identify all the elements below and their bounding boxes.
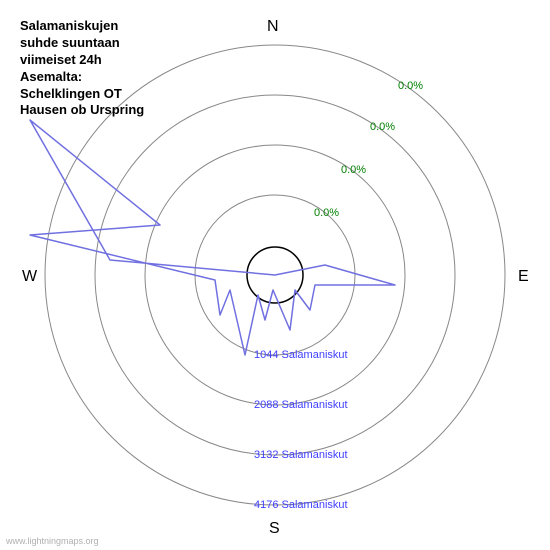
pct-label-2: 0.0% (341, 164, 366, 176)
chart-title: Salamaniskujen suhde suuntaan viimeiset … (20, 18, 160, 119)
pct-label-1: 0.0% (370, 121, 395, 133)
pct-label-3: 0.0% (314, 207, 339, 219)
cardinal-n: N (267, 18, 279, 36)
rose-polygon (30, 120, 395, 355)
pct-label-0: 0.0% (398, 80, 423, 92)
count-label-2: 3132 Salamaniskut (254, 449, 348, 461)
cardinal-w: W (22, 268, 37, 286)
cardinal-e: E (518, 268, 529, 286)
footer-attribution: www.lightningmaps.org (6, 536, 99, 546)
polar-chart-container: Salamaniskujen suhde suuntaan viimeiset … (0, 0, 550, 550)
cardinal-s: S (269, 520, 280, 538)
count-label-0: 1044 Salamaniskut (254, 349, 348, 361)
count-label-1: 2088 Salamaniskut (254, 399, 348, 411)
count-label-3: 4176 Salamaniskut (254, 499, 348, 511)
